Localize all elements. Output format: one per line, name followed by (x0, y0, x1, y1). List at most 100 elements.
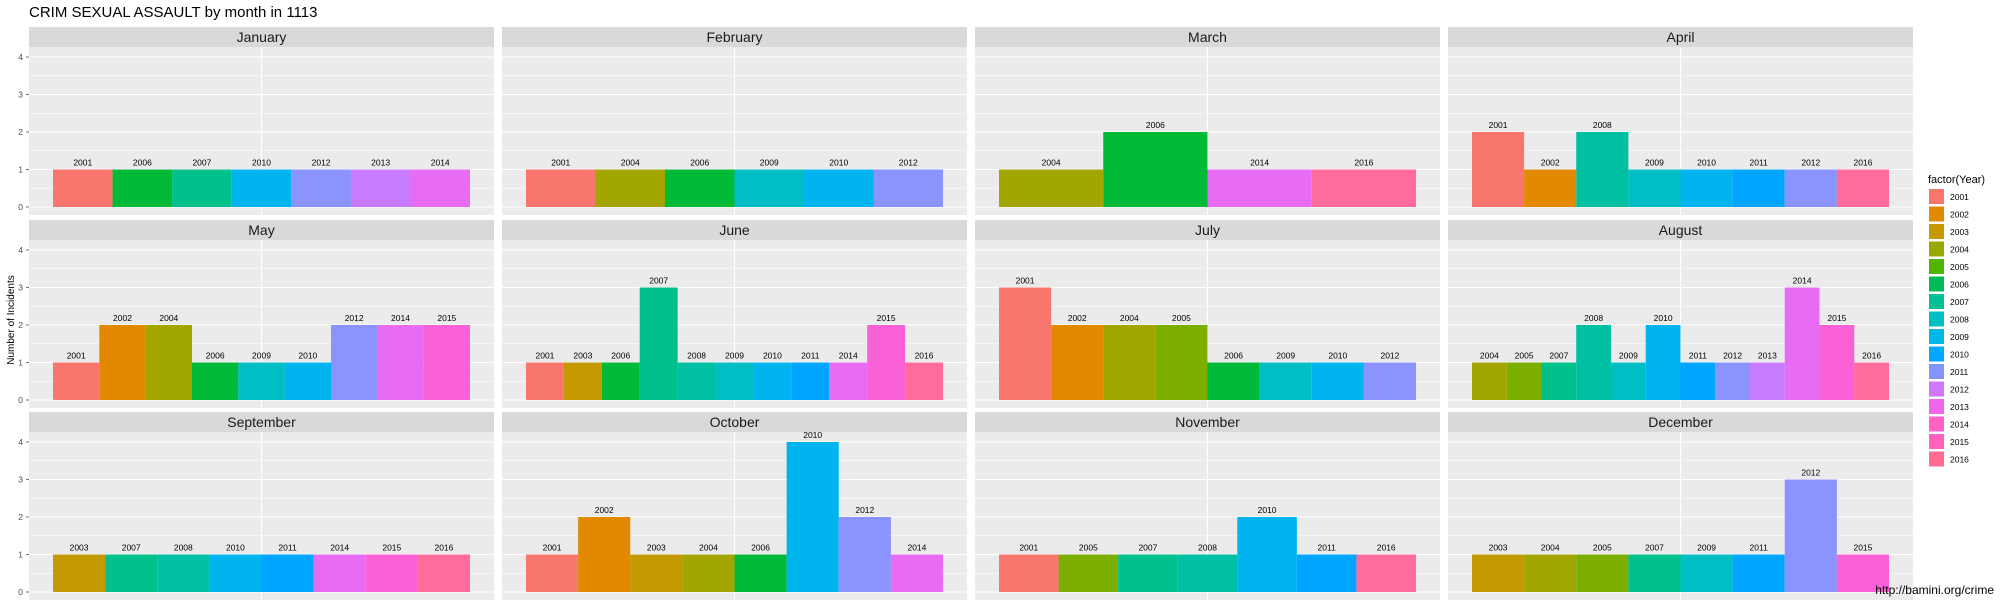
bar-june-2006 (601, 362, 640, 400)
bar-may-2001 (53, 362, 100, 400)
bar-january-2010 (231, 169, 292, 207)
facet-panel-august: August 2004 2005 2007 2008 2009 2010 2011 2012 20… (1448, 220, 1913, 408)
y-tick-label: 3 (18, 283, 23, 293)
facet-strip-label: September (227, 414, 296, 430)
bar-data-label: 2012 (855, 505, 874, 515)
bar-data-label: 2008 (1584, 313, 1603, 323)
bar-may-2004 (145, 325, 192, 400)
bar-november-2007 (1118, 554, 1178, 592)
bar-data-label: 2004 (159, 313, 178, 323)
legend-label-2013: 2013 (1950, 402, 1969, 412)
facet-strip (1448, 220, 1913, 240)
facet-panel-march: March 2004 2006 2014 2016 (975, 27, 1440, 215)
bar-data-label: 2016 (1853, 158, 1872, 168)
bar-july-2002 (1051, 325, 1104, 400)
bar-data-label: 2016 (1354, 158, 1373, 168)
facet-strip-label: March (1188, 29, 1227, 45)
bar-october-2014 (890, 554, 943, 592)
bar-may-2012 (331, 325, 378, 400)
bar-data-label: 2011 (1318, 543, 1337, 553)
bar-data-label: 2012 (1380, 351, 1399, 361)
legend-swatch-2014 (1929, 416, 1944, 432)
bar-data-label: 2001 (1489, 120, 1508, 130)
bar-september-2010 (209, 554, 262, 592)
bar-data-label: 2010 (1697, 158, 1716, 168)
bar-april-2016 (1836, 169, 1889, 207)
y-tick-label: 4 (18, 245, 23, 255)
facet-strip-label: December (1648, 414, 1713, 430)
facet-strip-label: November (1175, 414, 1240, 430)
bar-data-label: 2010 (829, 158, 848, 168)
facet-panel-july: July 2001 2002 2004 2005 2006 2009 2010 2012 (975, 220, 1440, 408)
legend-swatch-2004 (1929, 241, 1944, 257)
bar-data-label: 2004 (621, 158, 640, 168)
bar-data-label: 2012 (312, 158, 331, 168)
bar-january-2013 (350, 169, 411, 207)
bar-data-label: 2014 (1250, 158, 1269, 168)
bar-data-label: 2012 (1723, 351, 1742, 361)
bar-data-label: 2001 (1019, 543, 1038, 553)
bar-june-2001 (526, 362, 564, 400)
bar-december-2015 (1836, 554, 1889, 592)
bar-december-2011 (1732, 554, 1785, 592)
bar-april-2010 (1680, 169, 1733, 207)
bar-data-label: 2010 (1328, 351, 1347, 361)
bar-may-2009 (238, 362, 285, 400)
bar-data-label: 2001 (551, 158, 570, 168)
facet-strip-label: May (248, 222, 274, 238)
legend-swatch-2010 (1929, 346, 1944, 362)
bar-data-label: 2016 (434, 543, 453, 553)
bar-june-2008 (677, 362, 716, 400)
bar-data-label: 2004 (1480, 351, 1499, 361)
bar-data-label: 2004 (699, 543, 718, 553)
bar-data-label: 2012 (1801, 158, 1820, 168)
bar-july-2009 (1259, 362, 1312, 400)
bar-may-2002 (99, 325, 146, 400)
facet-strip (29, 412, 494, 432)
bar-april-2008 (1576, 132, 1629, 207)
bar-june-2009 (715, 362, 754, 400)
bar-data-label: 2016 (1377, 543, 1396, 553)
bar-june-2003 (563, 362, 602, 400)
bar-data-label: 2001 (1016, 276, 1035, 286)
legend-swatch-2005 (1929, 259, 1944, 274)
legend-swatch-2002 (1929, 206, 1944, 222)
legend: factor(Year) 2001 2002 2003 2004 2005 2006 2007… (1928, 174, 1985, 467)
legend-label-2011: 2011 (1950, 367, 1969, 377)
bar-data-label: 2005 (1593, 543, 1612, 553)
bar-data-label: 2012 (1801, 468, 1820, 478)
bar-data-label: 2001 (73, 158, 92, 168)
bar-data-label: 2007 (192, 158, 211, 168)
facet-strip-label: August (1659, 222, 1703, 238)
bar-july-2006 (1207, 362, 1260, 400)
bar-july-2010 (1311, 362, 1364, 400)
facet-strip (29, 27, 494, 47)
bar-september-2015 (365, 554, 418, 592)
y-tick-label: 2 (18, 512, 23, 522)
bar-data-label: 2015 (437, 313, 456, 323)
legend-swatch-2015 (1929, 434, 1944, 449)
facet-strip-label: July (1195, 222, 1220, 238)
bar-data-label: 2014 (330, 543, 349, 553)
bar-march-2004 (999, 169, 1104, 207)
bar-october-2002 (578, 517, 631, 592)
legend-swatch-2009 (1929, 329, 1944, 344)
legend-label-2010: 2010 (1950, 350, 1969, 360)
bar-data-label: 2011 (1750, 543, 1769, 553)
bar-december-2012 (1784, 479, 1837, 592)
bar-data-label: 2011 (801, 351, 820, 361)
bar-august-2005 (1506, 362, 1542, 400)
y-tick-label: 4 (18, 52, 23, 62)
facet-panel-january: January 0 1 2 3 4 2001 2006 2007 2010 2012 2013 2014 (18, 27, 494, 215)
y-tick-label: 1 (18, 358, 23, 368)
bar-data-label: 2010 (1654, 313, 1673, 323)
bar-data-label: 2016 (915, 351, 934, 361)
bar-march-2006 (1103, 132, 1208, 207)
bar-september-2008 (157, 554, 210, 592)
bar-data-label: 2010 (226, 543, 245, 553)
bar-april-2011 (1732, 169, 1785, 207)
facet-strip (502, 220, 967, 240)
bar-july-2004 (1103, 325, 1156, 400)
bar-data-label: 2008 (1593, 120, 1612, 130)
bar-data-label: 2008 (687, 351, 706, 361)
